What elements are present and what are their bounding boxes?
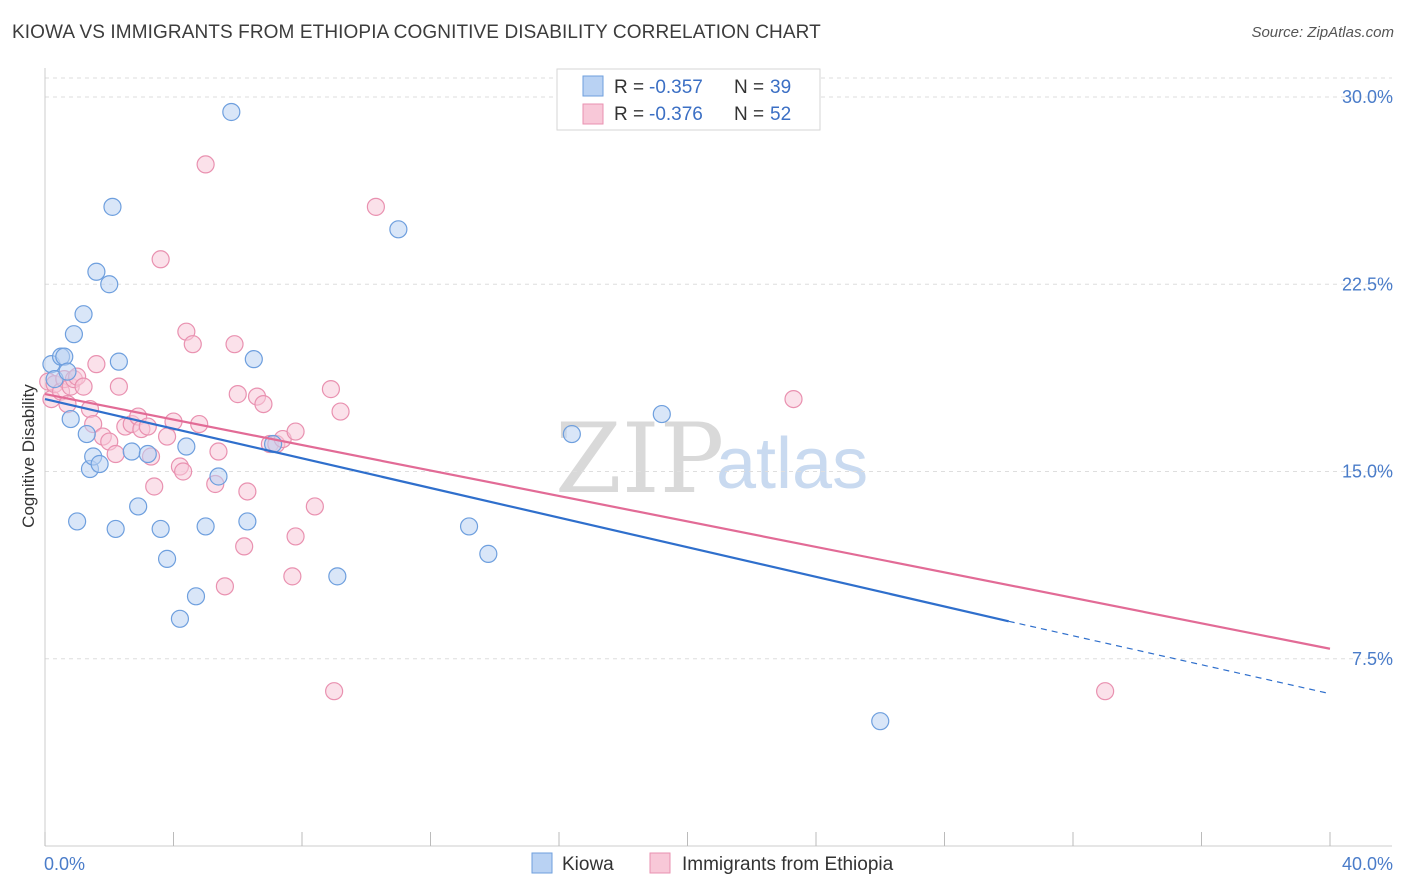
kiowa-point: [100, 275, 119, 294]
legend-r-value-ethiopia: -0.376: [649, 104, 703, 125]
ethiopia-point: [305, 497, 324, 516]
ethiopia-point: [109, 377, 128, 396]
kiowa-points: [42, 102, 890, 731]
kiowa-point: [157, 549, 177, 568]
ethiopia-point: [87, 355, 106, 374]
ethiopia-point: [183, 335, 202, 354]
kiowa-point: [106, 519, 125, 539]
legend-box: R = -0.357 N = 39 R = -0.376 N = 52: [556, 68, 821, 131]
kiowa-point: [389, 220, 408, 239]
kiowa-point: [74, 305, 93, 324]
kiowa-point: [196, 517, 215, 536]
kiowa-point: [186, 587, 206, 606]
x-tick-labels: 0.0% 40.0%: [44, 854, 1393, 874]
ethiopia-point: [325, 682, 344, 701]
legend-r-value-kiowa: -0.357: [649, 77, 703, 98]
kiowa-point: [55, 347, 74, 366]
x-tick-label: 40.0%: [1342, 854, 1393, 874]
ethiopia-point: [238, 482, 257, 501]
kiowa-point: [109, 352, 128, 371]
kiowa-point: [138, 444, 157, 464]
kiowa-point: [64, 325, 84, 344]
ethiopia-point: [74, 377, 93, 396]
chart-title: KIOWA VS IMMIGRANTS FROM ETHIOPIA COGNIT…: [12, 22, 821, 43]
kiowa-point: [209, 467, 228, 486]
y-tick-label: 30.0%: [1342, 87, 1393, 107]
ethiopia-point: [286, 422, 305, 441]
y-tick-label: 15.0%: [1342, 462, 1393, 482]
bottom-legend-swatch-ethiopia: [649, 852, 671, 874]
y-axis-label: Cognitive Disability: [19, 384, 38, 528]
ethiopia-point: [106, 444, 125, 464]
y-tick-label: 22.5%: [1342, 274, 1393, 294]
kiowa-point: [328, 567, 347, 586]
legend-swatch-kiowa: [582, 75, 604, 97]
trend-lines: [44, 393, 1331, 695]
y-tick-label: 7.5%: [1352, 649, 1393, 669]
legend-n-label-kiowa: N =: [734, 77, 764, 98]
bottom-legend-label-kiowa: Kiowa: [562, 854, 614, 875]
ethiopia-point: [215, 577, 234, 596]
ethiopia-point: [151, 250, 170, 269]
kiowa-trend-extension: [1008, 620, 1331, 695]
ethiopia-point: [254, 394, 273, 414]
ethiopia-point: [228, 385, 247, 404]
kiowa-point: [129, 497, 148, 516]
kiowa-point: [222, 102, 241, 122]
grid-lines: [45, 77, 1392, 660]
kiowa-point: [238, 512, 257, 531]
kiowa-point: [170, 609, 190, 628]
ethiopia-point: [209, 442, 228, 461]
legend-n-label-ethiopia: N =: [734, 104, 764, 125]
kiowa-point: [151, 519, 170, 539]
ethiopia-point: [196, 155, 215, 174]
kiowa-point: [87, 262, 106, 281]
legend-swatch-ethiopia: [582, 103, 604, 125]
kiowa-point: [871, 712, 890, 731]
x-tick-label: 0.0%: [44, 854, 85, 874]
y-tick-labels: 7.5% 15.0% 22.5% 30.0%: [1342, 87, 1393, 669]
ethiopia-point: [366, 197, 385, 216]
legend-n-value-kiowa: 39: [770, 77, 791, 98]
kiowa-point: [652, 404, 671, 424]
bottom-legend: Kiowa Immigrants from Ethiopia: [531, 852, 894, 875]
watermark-zip: ZIP: [555, 403, 724, 515]
kiowa-point: [77, 424, 96, 444]
ethiopia-point: [321, 380, 341, 399]
legend-n-value-ethiopia: 52: [770, 104, 791, 125]
ethiopia-point: [331, 402, 350, 421]
kiowa-point: [103, 197, 122, 216]
ethiopia-point: [225, 335, 244, 354]
kiowa-point: [177, 437, 196, 456]
ethiopia-point: [1096, 682, 1115, 701]
source-label: Source: ZipAtlas.com: [1251, 24, 1394, 41]
ethiopia-point: [784, 389, 803, 409]
kiowa-point: [58, 362, 77, 381]
watermark-atlas: atlas: [716, 424, 868, 504]
kiowa-point: [122, 442, 141, 461]
bottom-legend-swatch-kiowa: [531, 852, 553, 874]
legend-r-label-kiowa: R =: [614, 77, 644, 98]
kiowa-point: [90, 454, 109, 474]
kiowa-trend-line: [44, 398, 1009, 623]
ethiopia-point: [145, 477, 164, 496]
kiowa-point: [459, 517, 479, 536]
ethiopia-point: [174, 462, 193, 481]
kiowa-point: [61, 409, 80, 429]
kiowa-point: [244, 350, 263, 369]
legend-r-label-ethiopia: R =: [614, 104, 644, 125]
bottom-legend-label-ethiopia: Immigrants from Ethiopia: [682, 854, 894, 875]
kiowa-point: [562, 424, 581, 444]
ethiopia-trend-line: [44, 393, 1331, 650]
ethiopia-point: [235, 537, 254, 556]
ethiopia-point: [283, 567, 302, 586]
kiowa-point: [479, 544, 498, 563]
axes: [44, 68, 1392, 847]
ethiopia-point: [286, 527, 305, 546]
kiowa-point: [68, 512, 87, 531]
